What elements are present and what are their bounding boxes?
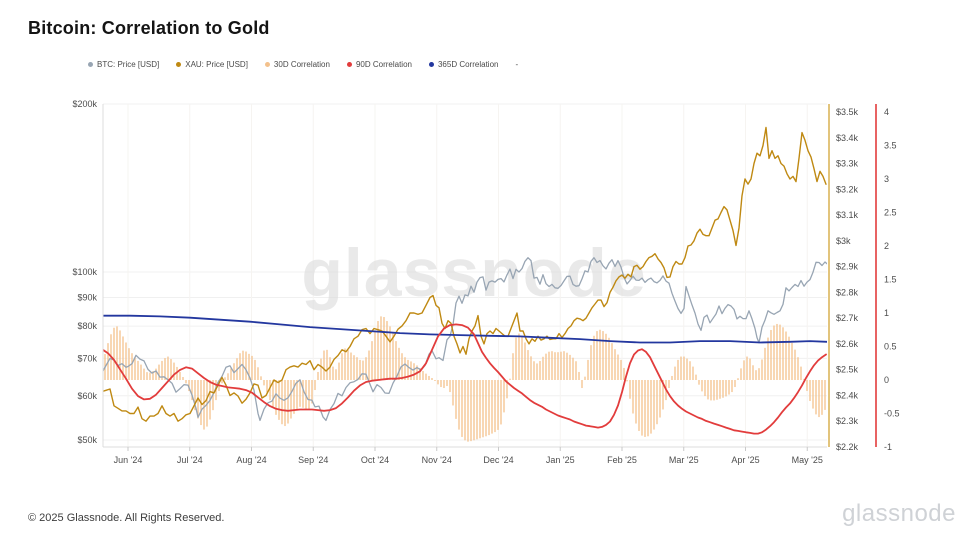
svg-text:Jun '24: Jun '24 [114,455,143,465]
legend-label: XAU: Price [USD] [185,60,248,69]
chart-title: Bitcoin: Correlation to Gold [28,18,270,38]
svg-text:4: 4 [884,107,889,117]
svg-text:$2.4k: $2.4k [836,390,859,400]
glassnode-watermark: glassnode [301,235,646,311]
svg-text:-1: -1 [884,442,892,452]
svg-text:2: 2 [884,241,889,251]
bars-30d-correlation [104,316,826,442]
svg-text:$60k: $60k [77,391,97,401]
svg-text:Sep '24: Sep '24 [298,455,328,465]
line-90d-correlation [103,323,827,435]
legend-item-5[interactable]: - [515,60,518,69]
svg-text:2.5: 2.5 [884,208,897,218]
legend-dot [264,62,270,67]
svg-text:$100k: $100k [72,267,97,277]
svg-text:$2.6k: $2.6k [836,339,859,349]
svg-text:$2.3k: $2.3k [836,416,859,426]
legend-item-1[interactable]: XAU: Price [USD] [176,60,248,69]
svg-text:Dec '24: Dec '24 [483,455,513,465]
svg-text:0: 0 [884,375,889,385]
svg-text:$3.2k: $3.2k [836,184,859,194]
svg-text:$2.5k: $2.5k [836,365,859,375]
svg-text:$2.9k: $2.9k [836,262,859,272]
svg-text:Feb '25: Feb '25 [607,455,637,465]
copyright-text: © 2025 Glassnode. All Rights Reserved. [28,512,225,524]
svg-text:$3.1k: $3.1k [836,210,859,220]
legend-item-3[interactable]: 90D Correlation [346,60,412,69]
svg-text:$80k: $80k [77,321,97,331]
legend-dot [88,62,93,67]
svg-text:Apr '25: Apr '25 [731,455,759,465]
svg-text:Nov '24: Nov '24 [422,455,452,465]
svg-text:3.5: 3.5 [884,141,897,151]
legend-item-2[interactable]: 30D Correlation [264,60,330,69]
correlation-chart-plot[interactable]: glassnode$200k$100k$90k$80k$70k$60k$50k$… [0,80,980,480]
legend-label: BTC: Price [USD] [97,60,160,69]
legend-label: 30D Correlation [273,60,330,69]
svg-text:$90k: $90k [77,293,97,303]
glassnode-wordmark: glassnode [842,500,956,527]
y-axis-correlation-labels: 4 3.5 3 2.5 2 1.5 1 0.5 0 -0.5 -1 [884,107,900,452]
chart-legend: BTC: Price [USD] XAU: Price [USD] 30D Corr… [88,60,518,69]
y-axis-btc-labels: $200k $100k $90k $80k $70k $60k $50k [72,99,97,445]
chart-area: glassnode $200k $100k $90k $80k $70k $60k $50k $… [0,80,980,480]
svg-text:$3.3k: $3.3k [836,159,859,169]
svg-text:$50k: $50k [77,435,97,445]
svg-text:Oct '24: Oct '24 [361,455,389,465]
svg-text:1.5: 1.5 [884,275,897,285]
svg-text:-0.5: -0.5 [884,409,900,419]
svg-text:Aug '24: Aug '24 [236,455,266,465]
legend-item-4[interactable]: 365D Correlation [428,60,499,69]
line-365d-correlation [103,314,827,344]
legend-label: - [515,60,519,69]
svg-text:May '25: May '25 [792,455,823,465]
svg-text:$2.2k: $2.2k [836,442,859,452]
legend-label: 365D Correlation [437,60,499,69]
x-axis-labels: Jun '24 Jul '24 Aug '24 Sep '24 Oct '24 Nov '… [114,447,823,465]
legend-label: 90D Correlation [355,60,412,69]
axis-spines [102,104,877,448]
svg-text:$200k: $200k [72,99,97,109]
legend-dot [176,62,182,67]
legend-item-0[interactable]: BTC: Price [USD] [88,60,159,69]
svg-text:$3k: $3k [836,236,851,246]
y-axis-xau-labels: $3.5k $3.4k $3.3k $3.2k $3.1k $3k $2.9k $2.8k $2… [836,107,859,452]
svg-text:$3.5k: $3.5k [836,107,859,117]
svg-text:$3.4k: $3.4k [836,133,859,143]
svg-text:0.5: 0.5 [884,342,897,352]
svg-text:1: 1 [884,308,889,318]
svg-text:$2.8k: $2.8k [836,287,859,297]
svg-text:Jul '24: Jul '24 [177,455,203,465]
svg-text:Jan '25: Jan '25 [546,455,575,465]
svg-text:Mar '25: Mar '25 [669,455,699,465]
svg-text:3: 3 [884,174,889,184]
svg-text:$70k: $70k [77,353,97,363]
series-group [103,126,827,442]
svg-text:$2.7k: $2.7k [836,313,859,323]
legend-dot [428,62,434,67]
legend-dot [346,62,352,67]
line-btc-price-usd- [103,257,827,422]
